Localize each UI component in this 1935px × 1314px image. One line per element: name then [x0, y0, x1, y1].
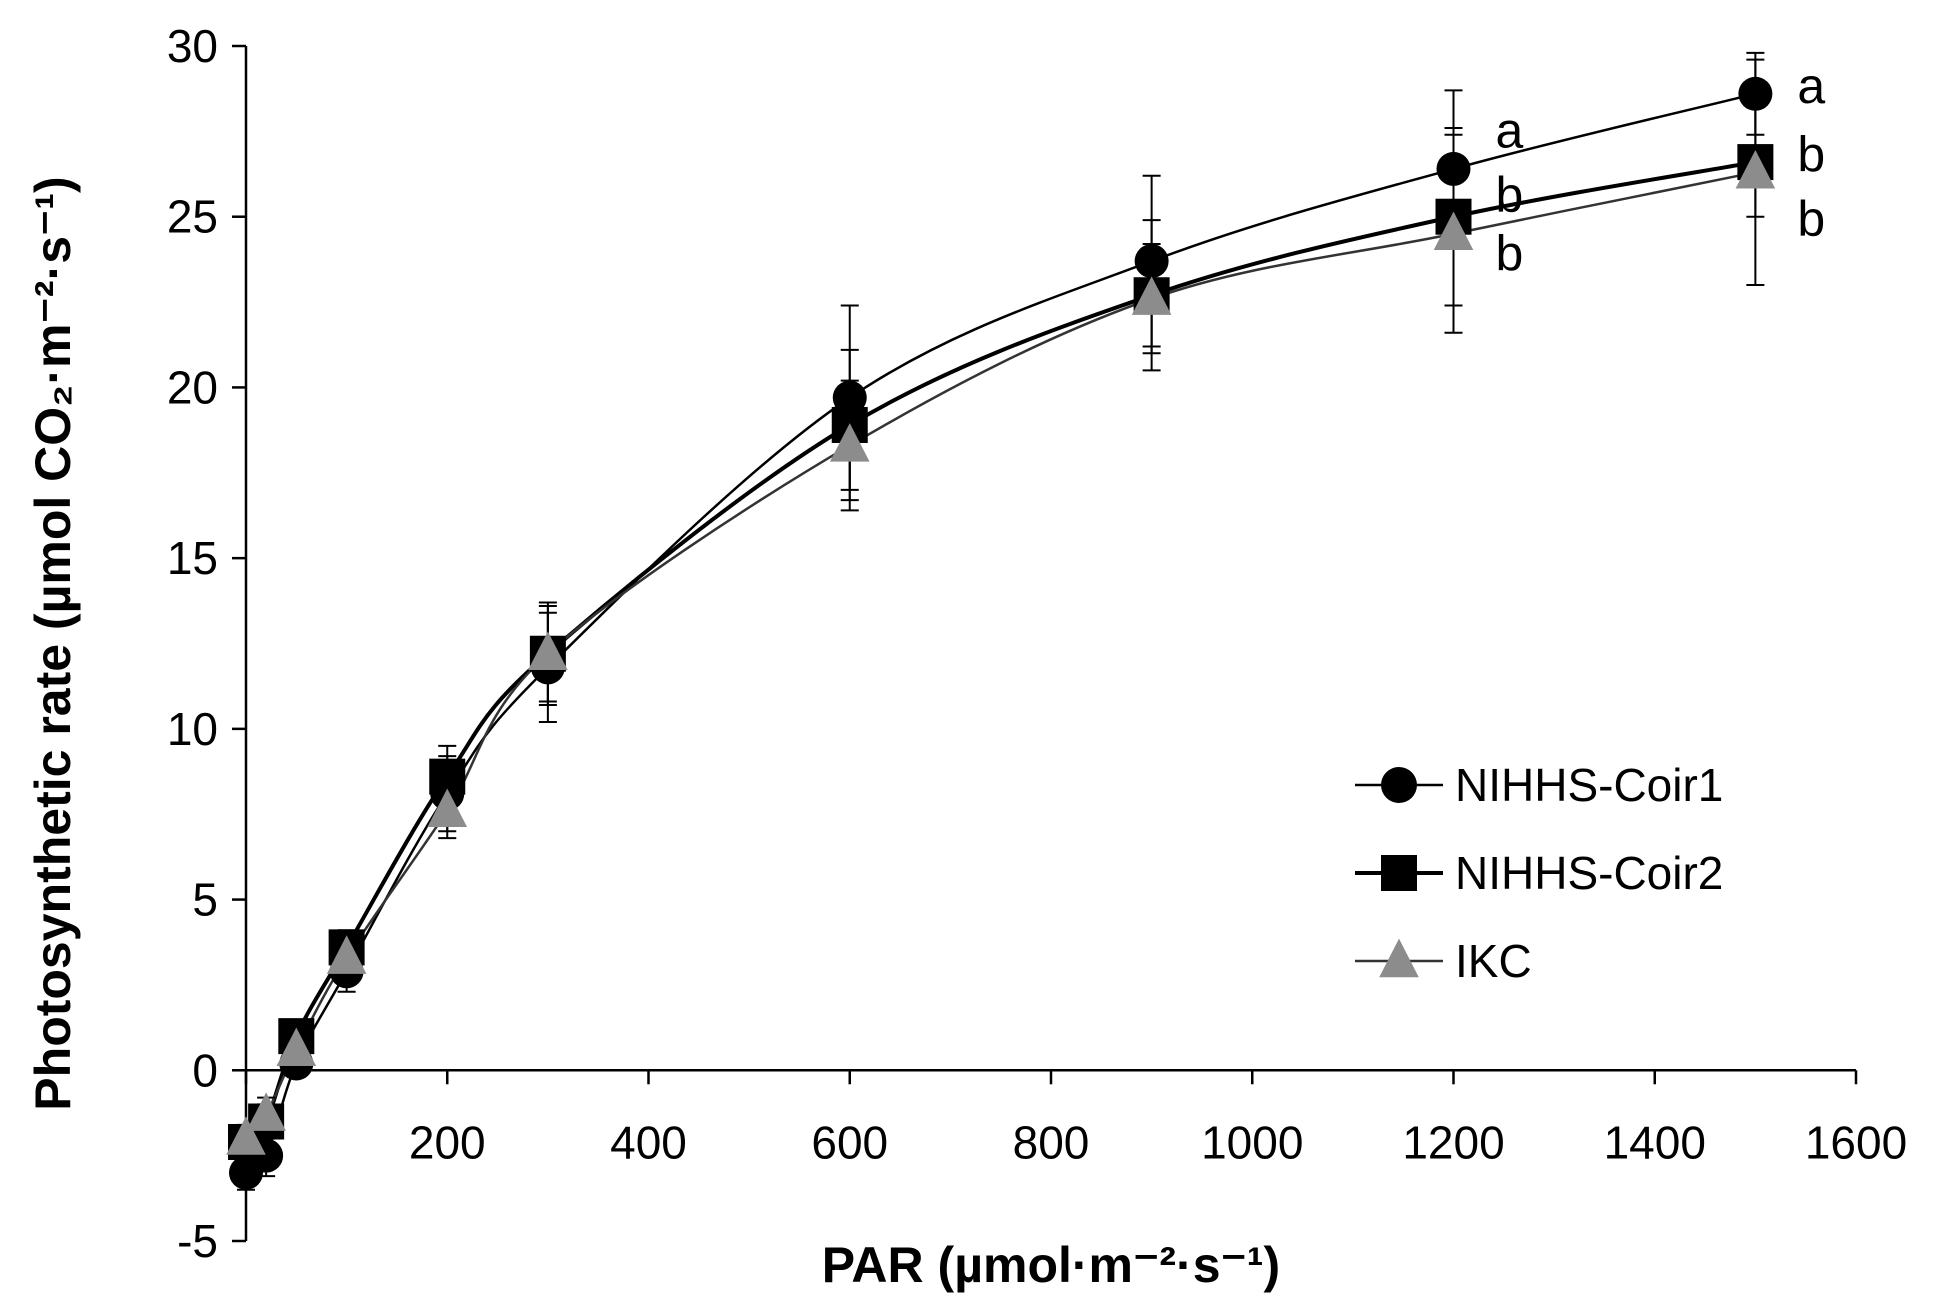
legend: NIHHS-Coir1 NIHHS-Coir2 IKC [1355, 759, 1723, 987]
significance-label: a [1496, 102, 1524, 158]
data-point [1433, 211, 1474, 250]
x-tick-label: 1000 [1201, 1116, 1303, 1168]
axes: -505101520253002004006008001000120014001… [167, 20, 1907, 1267]
legend-label: NIHHS-Coir2 [1455, 847, 1723, 899]
y-axis-title: Photosynthetic rate (µmol CO₂·m⁻²·s⁻¹) [25, 176, 81, 1110]
legend-label: NIHHS-Coir1 [1455, 759, 1723, 811]
y-tick-label: 10 [167, 703, 218, 755]
data-point [246, 1092, 286, 1131]
data-point [326, 935, 367, 974]
legend-item: NIHHS-Coir2 [1355, 847, 1723, 899]
series-NIHHS-Coir2 [237, 106, 1765, 1157]
legend-item: NIHHS-Coir1 [1355, 759, 1723, 811]
x-tick-label: 1200 [1402, 1116, 1504, 1168]
legend-marker [1381, 855, 1417, 891]
markers-IKC [226, 150, 1776, 1155]
data-point [1738, 76, 1773, 111]
data-point [1131, 276, 1172, 315]
y-tick-label: 30 [167, 20, 218, 72]
legend-label: IKC [1455, 935, 1532, 987]
y-tick-label: 5 [192, 874, 218, 926]
series-IKC [237, 58, 1765, 1154]
x-axis-title: PAR (µmol·m⁻²·s⁻¹) [822, 1237, 1280, 1293]
markers-NIHHS-Coir1 [229, 76, 1773, 1190]
x-tick-label: 1600 [1805, 1116, 1907, 1168]
series-line [245, 92, 1756, 1174]
x-tick-label: 400 [610, 1116, 687, 1168]
significance-label: b [1797, 126, 1825, 182]
legend-marker [1379, 938, 1419, 978]
legend-item: IKC [1355, 935, 1532, 987]
data-point [276, 1027, 317, 1066]
legend-marker [1381, 767, 1417, 803]
data-point [1735, 150, 1776, 189]
x-tick-label: 800 [1013, 1116, 1090, 1168]
data-point [829, 423, 870, 462]
x-tick-label: 1400 [1604, 1116, 1706, 1168]
y-tick-label: -5 [177, 1215, 218, 1267]
significance-label: b [1797, 191, 1825, 247]
x-tick-label: 600 [811, 1116, 888, 1168]
x-tick-label: 200 [409, 1116, 486, 1168]
y-tick-label: 20 [167, 361, 218, 413]
y-tick-label: 25 [167, 191, 218, 243]
significance-label: a [1797, 58, 1825, 114]
data-point [427, 788, 468, 827]
data-point [226, 1116, 266, 1155]
significance-label: b [1496, 167, 1524, 223]
y-tick-label: 0 [192, 1044, 218, 1096]
markers-NIHHS-Coir2 [228, 144, 1774, 1160]
data-point [528, 631, 568, 670]
series-NIHHS-Coir1 [237, 51, 1765, 1191]
data-point [1436, 151, 1471, 186]
series-line [244, 160, 1756, 1144]
significance-label: b [1496, 225, 1524, 281]
y-tick-label: 15 [167, 532, 218, 584]
data-point [832, 380, 867, 415]
data-point [1134, 244, 1169, 279]
